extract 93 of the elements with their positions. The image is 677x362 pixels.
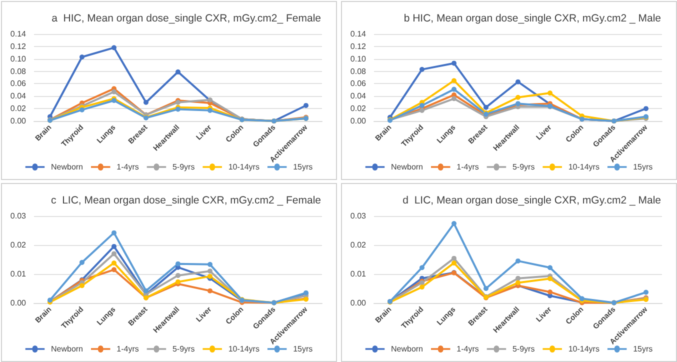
- point: [452, 78, 456, 84]
- point: [420, 284, 424, 290]
- point: [548, 289, 552, 294]
- legend-label: 1-4yrs: [116, 344, 139, 354]
- point: [516, 276, 520, 281]
- point: [144, 100, 148, 105]
- legend-label: 5-9yrs: [172, 344, 195, 354]
- y-tick-label: 0.12: [350, 42, 367, 51]
- point: [112, 244, 116, 249]
- point: [112, 267, 116, 272]
- point: [452, 86, 456, 92]
- point: [208, 268, 212, 274]
- point: [548, 90, 552, 96]
- legend-label: Newborn: [50, 162, 83, 172]
- y-tick-label: 0.06: [10, 79, 27, 88]
- legend-label: 10-14yrs: [228, 344, 260, 354]
- point: [644, 290, 648, 295]
- point: [80, 260, 84, 265]
- legend-label: 5-9yrs: [172, 162, 195, 172]
- point: [208, 288, 212, 294]
- y-tick-label: 0.02: [350, 104, 367, 114]
- y-tick-label: 0.03: [350, 212, 367, 220]
- point: [208, 108, 212, 113]
- chart-title: a HIC, Mean organ dose_single CXR, mGy.cm2_ Female: [52, 12, 322, 24]
- y-tick-label: 0.04: [10, 92, 27, 101]
- point: [112, 251, 116, 256]
- legend-label: 10-14yrs: [568, 162, 600, 172]
- point: [452, 221, 456, 226]
- legend-label: 15yrs: [633, 162, 653, 172]
- point: [176, 261, 180, 266]
- point: [420, 66, 424, 72]
- legend-label: Newborn: [50, 344, 83, 354]
- legend-label: 15yrs: [293, 344, 313, 354]
- y-tick-label: 0.04: [350, 92, 367, 101]
- point: [80, 54, 84, 60]
- y-tick-label: 0.14: [10, 30, 27, 38]
- point: [80, 283, 84, 288]
- y-tick-label: 0.00: [10, 116, 27, 126]
- point: [516, 94, 520, 100]
- y-tick-label: 0.00: [10, 298, 27, 308]
- chart-title: b HIC, Mean organ dose_single CXR, mGy.cm2 _ Male: [404, 12, 662, 24]
- point: [516, 79, 520, 84]
- y-tick-label: 0.02: [350, 240, 367, 250]
- y-tick-label: 0.08: [10, 66, 27, 76]
- legend-label: 5-9yrs: [512, 162, 535, 172]
- point: [548, 265, 552, 270]
- y-tick-label: 0.01: [10, 270, 27, 278]
- point: [516, 280, 520, 286]
- y-tick-label: 0.10: [10, 54, 27, 64]
- point: [176, 69, 180, 74]
- legend-label: 15yrs: [633, 344, 653, 354]
- legend-label: 1-4yrs: [456, 162, 479, 172]
- point: [452, 256, 456, 261]
- y-tick-label: 0.01: [350, 270, 367, 278]
- legend-label: 15yrs: [293, 162, 313, 172]
- point: [112, 230, 116, 236]
- point: [176, 272, 180, 278]
- point: [452, 96, 456, 102]
- chart-title: d LIC, Mean organ dose_single CXR, mGy.cm2 _ Male: [402, 194, 662, 206]
- point: [112, 89, 116, 94]
- point: [420, 265, 424, 270]
- y-tick-label: 0.02: [10, 240, 27, 250]
- point: [548, 276, 552, 282]
- legend-label: Newborn: [390, 344, 423, 354]
- y-tick-label: 0.08: [350, 66, 367, 76]
- point: [208, 262, 212, 267]
- point: [452, 60, 456, 66]
- legend-label: 1-4yrs: [456, 344, 479, 354]
- legend-label: Newborn: [390, 162, 423, 172]
- point: [484, 286, 488, 291]
- legend-label: 5-9yrs: [512, 344, 535, 354]
- point: [484, 104, 488, 110]
- point: [304, 102, 308, 108]
- y-tick-label: 0.06: [350, 79, 367, 88]
- point: [516, 258, 520, 264]
- y-tick-label: 0.03: [10, 212, 27, 220]
- point: [112, 260, 116, 266]
- y-tick-label: 0.02: [10, 104, 27, 114]
- y-tick-label: 0.00: [350, 116, 367, 126]
- legend-label: 1-4yrs: [116, 162, 139, 172]
- chart-title: c LIC, Mean organ dose_single CXR, mGy.cm2 _ Female: [51, 194, 322, 206]
- point: [144, 288, 148, 294]
- legend-label: 10-14yrs: [568, 344, 600, 354]
- y-tick-label: 0.14: [350, 30, 367, 38]
- y-tick-label: 0.00: [350, 298, 367, 308]
- point: [420, 102, 424, 108]
- y-tick-label: 0.10: [350, 54, 367, 64]
- point: [644, 106, 648, 112]
- point: [80, 107, 84, 112]
- y-tick-label: 0.12: [10, 42, 27, 51]
- point: [112, 45, 116, 50]
- point: [452, 260, 456, 266]
- legend-label: 10-14yrs: [228, 162, 260, 172]
